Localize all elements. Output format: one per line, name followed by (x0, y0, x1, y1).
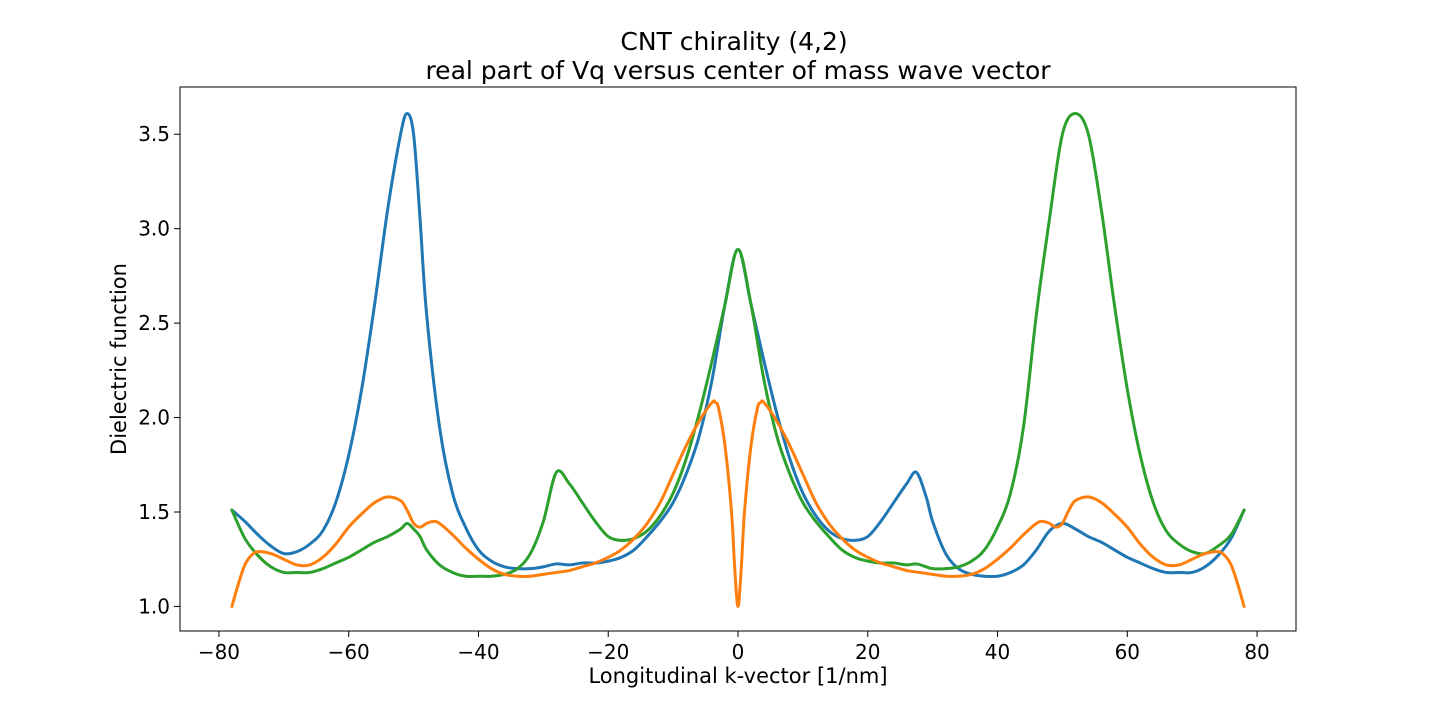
y-axis-label: Dielectric function (107, 263, 131, 455)
chart-title: CNT chirality (4,2) (620, 27, 847, 56)
series-line-1 (230, 111, 1246, 579)
x-tick-label: 60 (1115, 640, 1140, 664)
x-tick-label: −80 (198, 640, 240, 664)
series-line-2 (230, 111, 1246, 578)
x-tick-label: 80 (1244, 640, 1269, 664)
y-tick-label: 2.5 (138, 311, 170, 335)
series-line-3 (230, 399, 1246, 608)
chart-subtitle: real part of Vq versus center of mass wa… (425, 56, 1051, 85)
x-axis: −80 −60 −40 −20 0 20 40 60 80 (198, 631, 1270, 664)
y-tick-label: 3.5 (138, 122, 170, 146)
y-tick-label: 1.0 (138, 594, 170, 618)
x-tick-label: −40 (457, 640, 499, 664)
x-tick-label: 40 (985, 640, 1010, 664)
y-axis: 1.0 1.5 2.0 2.5 3.0 3.5 (138, 122, 180, 618)
x-tick-label: 0 (732, 640, 745, 664)
y-tick-label: 2.0 (138, 406, 170, 430)
x-tick-label: −60 (328, 640, 370, 664)
plot-frame (179, 86, 1297, 632)
x-tick-label: −20 (587, 640, 629, 664)
x-axis-label: Longitudinal k-vector [1/nm] (588, 664, 887, 688)
y-tick-label: 1.5 (138, 500, 170, 524)
x-tick-label: 20 (855, 640, 880, 664)
y-tick-label: 3.0 (138, 217, 170, 241)
plot-area (230, 111, 1246, 608)
